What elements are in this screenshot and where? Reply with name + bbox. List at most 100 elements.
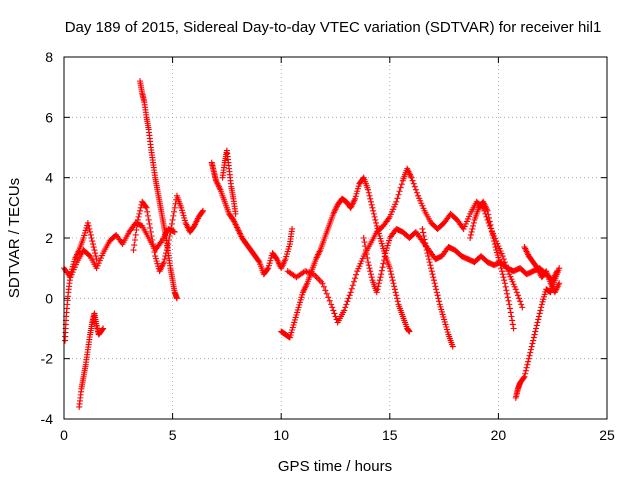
- data-point: [491, 241, 498, 248]
- data-point: [388, 274, 395, 281]
- data-point: [313, 274, 320, 281]
- data-point: [428, 265, 435, 272]
- data-point: [508, 313, 515, 320]
- data-point: [151, 249, 158, 256]
- data-series: [284, 165, 526, 326]
- data-point: [537, 307, 544, 314]
- data-point: [371, 213, 378, 220]
- data-point: [397, 184, 404, 191]
- y-axis-label: SDTVAR / TECUs: [6, 178, 23, 298]
- data-point: [367, 271, 374, 278]
- data-point: [149, 237, 156, 244]
- data-point: [431, 280, 438, 287]
- data-point: [430, 274, 437, 281]
- data-point: [150, 241, 157, 248]
- data-point: [406, 328, 413, 335]
- data-point: [504, 290, 511, 297]
- data-point: [387, 268, 394, 275]
- data-point: [425, 253, 432, 260]
- data-point: [424, 250, 431, 257]
- data-point: [427, 262, 434, 269]
- data-point: [322, 287, 329, 294]
- data-point: [135, 213, 142, 220]
- data-point: [375, 283, 382, 290]
- data-point: [372, 216, 379, 223]
- data-point: [510, 325, 517, 332]
- data-point: [468, 228, 475, 235]
- data-point: [133, 226, 140, 233]
- data-point: [331, 310, 338, 317]
- data-point: [499, 271, 506, 278]
- chart-title: Day 189 of 2015, Sidereal Day-to-day VTE…: [65, 19, 602, 36]
- data-point: [131, 242, 138, 249]
- y-tick-label: 0: [45, 290, 53, 306]
- data-point: [199, 208, 206, 215]
- data-point: [408, 174, 415, 181]
- data-series: [62, 219, 100, 344]
- data-point: [381, 257, 388, 264]
- data-point: [171, 208, 178, 215]
- data-point: [163, 250, 170, 257]
- data-point: [330, 307, 337, 314]
- data-point: [524, 361, 531, 368]
- data-point: [329, 304, 336, 311]
- data-series: [130, 192, 207, 275]
- data-point: [469, 225, 476, 232]
- data-point: [147, 224, 154, 231]
- data-point: [409, 177, 416, 184]
- data-point: [142, 203, 149, 210]
- data-point: [556, 265, 563, 272]
- data-point: [423, 243, 429, 250]
- data-point: [144, 212, 151, 219]
- x-tick-label: 20: [491, 427, 507, 443]
- data-point: [100, 325, 107, 332]
- data-point: [171, 204, 178, 211]
- plot-frame: [63, 56, 608, 420]
- data-point: [523, 364, 530, 371]
- data-point: [360, 175, 367, 182]
- data-point: [367, 198, 374, 205]
- data-point: [353, 271, 360, 278]
- data-point: [492, 244, 499, 251]
- data-series: [208, 159, 296, 278]
- data-point: [396, 188, 403, 195]
- data-point: [502, 283, 509, 290]
- data-point: [87, 228, 94, 235]
- data-point: [137, 204, 144, 211]
- data-series: [278, 174, 413, 341]
- data-point: [501, 280, 508, 287]
- data-point: [519, 304, 526, 311]
- data-point: [137, 207, 144, 214]
- data-point: [393, 198, 400, 205]
- data-point: [430, 277, 437, 284]
- data-point: [323, 290, 330, 297]
- data-point: [367, 195, 374, 202]
- data-point: [419, 225, 426, 232]
- data-point: [361, 239, 368, 246]
- data-point: [388, 271, 395, 278]
- data-series: [467, 198, 517, 332]
- data-point: [389, 277, 396, 284]
- data-point: [136, 210, 143, 217]
- data-point: [534, 319, 541, 326]
- data-point: [391, 286, 398, 293]
- data-point: [147, 228, 154, 235]
- data-point: [169, 216, 176, 223]
- y-tick-label: -2: [41, 351, 54, 367]
- data-point: [315, 275, 322, 282]
- data-point: [319, 280, 326, 287]
- data-point: [394, 298, 401, 305]
- data-point: [486, 218, 493, 225]
- data-point: [420, 229, 427, 236]
- data-point: [501, 277, 508, 284]
- data-point: [91, 247, 98, 254]
- data-point: [410, 180, 417, 187]
- tick-label-layer: 0 5 10 15 20 25 -4 -2 0 2 4 6 8: [41, 49, 615, 443]
- data-point: [512, 286, 519, 293]
- data-point: [527, 349, 534, 356]
- data-point: [393, 292, 400, 299]
- data-point: [525, 358, 532, 365]
- data-point: [376, 277, 383, 284]
- data-point: [134, 221, 141, 228]
- x-tick-label: 15: [382, 427, 398, 443]
